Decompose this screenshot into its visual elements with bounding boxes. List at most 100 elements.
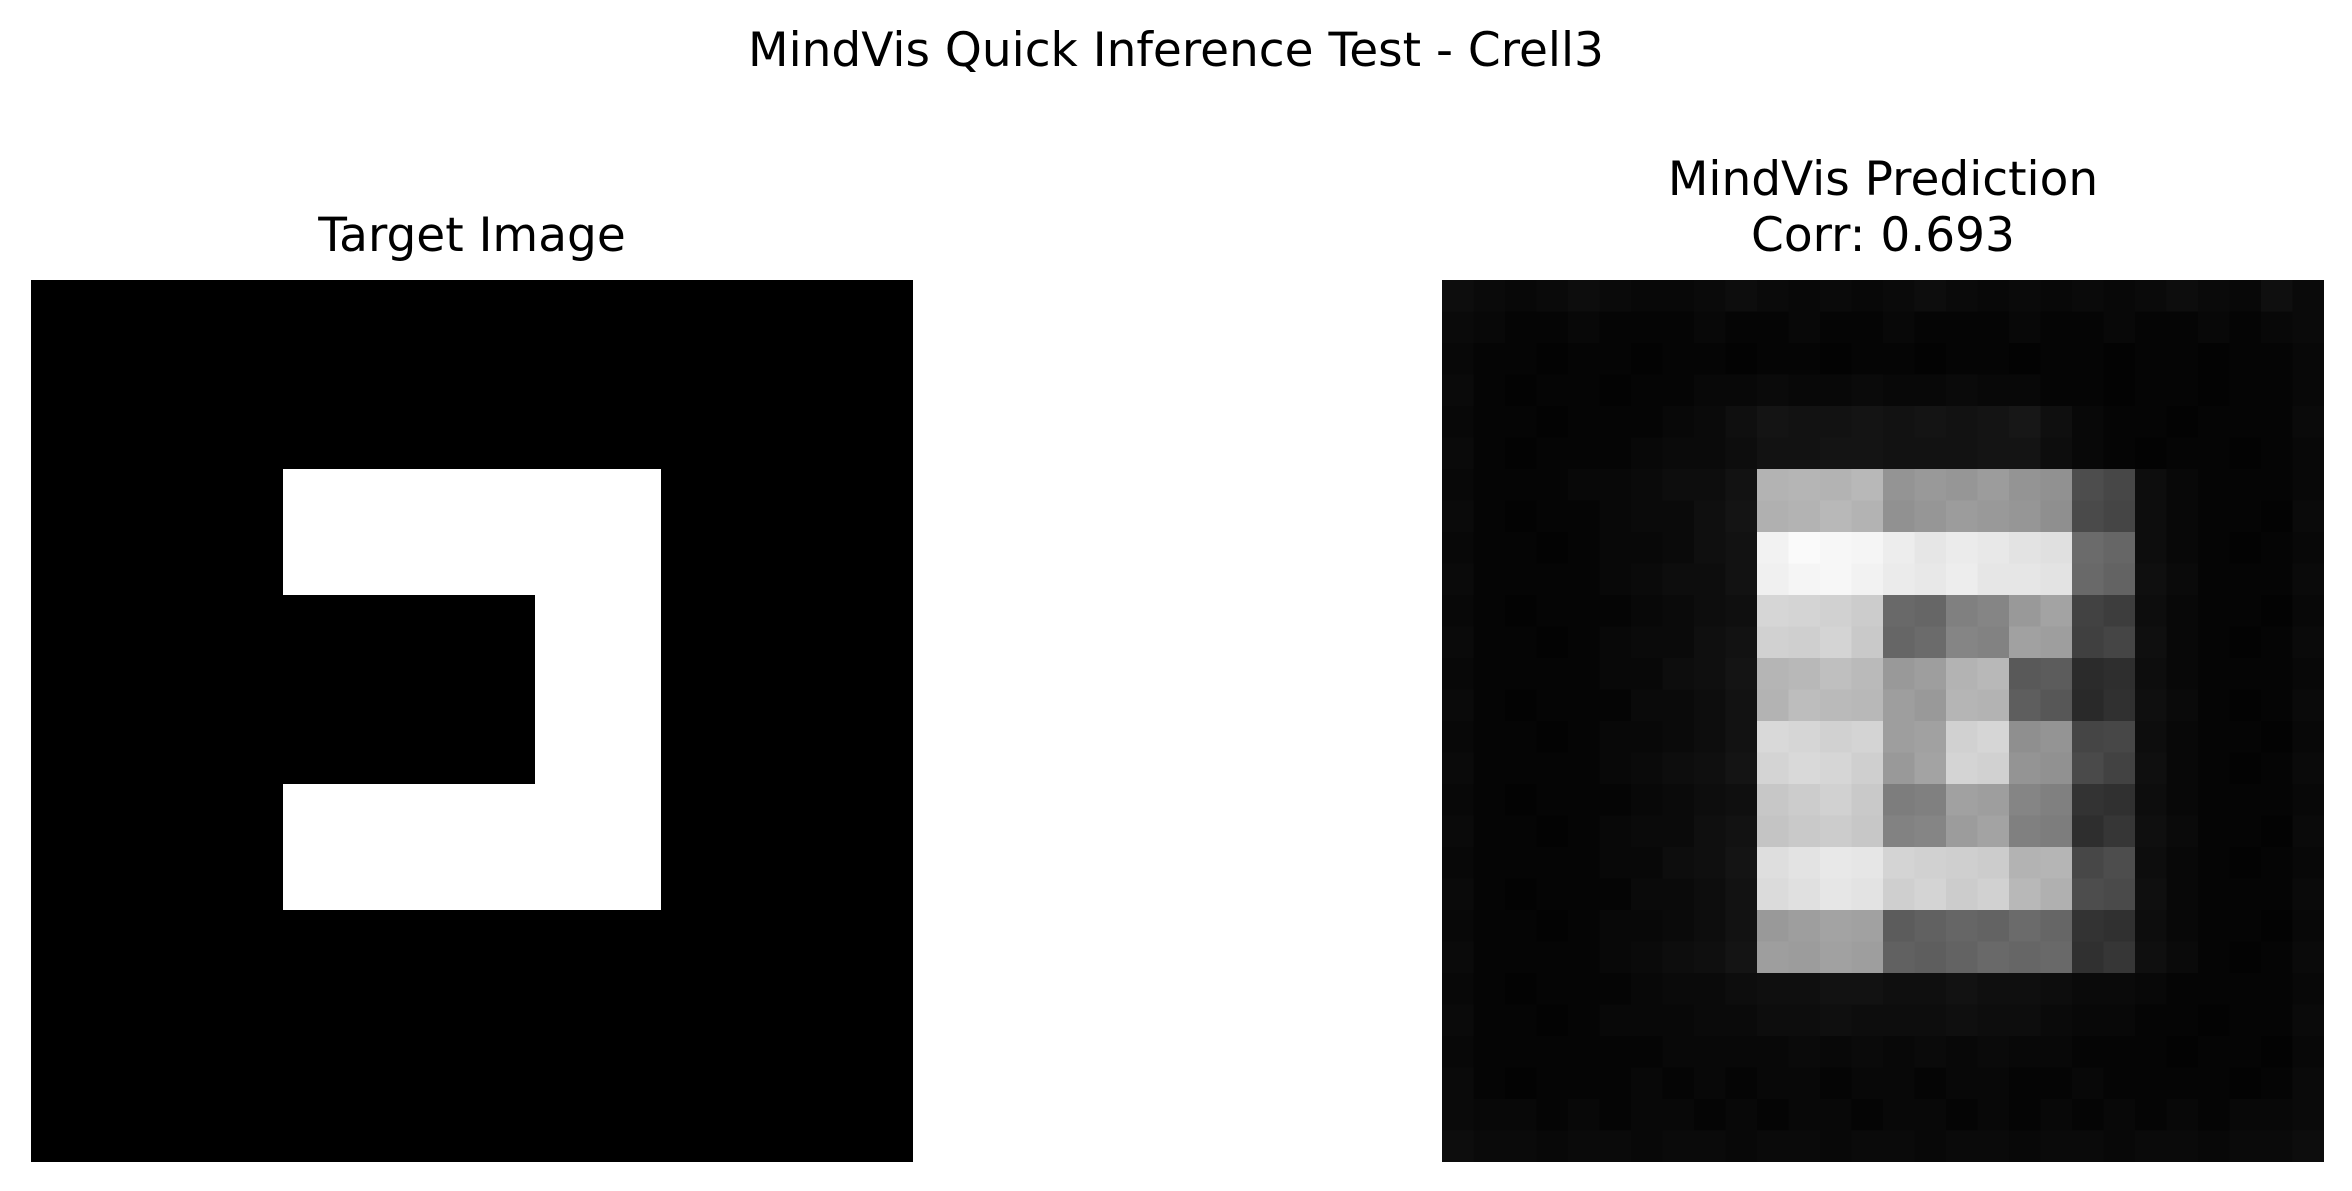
heatmap-cell-1-23-21 <box>2103 1004 2136 1037</box>
heatmap-cell-1-22-7 <box>1662 973 1695 1006</box>
heatmap-cell-1-1-20 <box>2072 311 2105 344</box>
heatmap-cell-0-3-9 <box>598 469 662 533</box>
heatmap-cell-1-21-23 <box>2166 941 2199 974</box>
heatmap-cell-1-2-26 <box>2261 343 2294 376</box>
heatmap-cell-0-11-2 <box>157 973 221 1037</box>
heatmap-cell-1-19-18 <box>2009 878 2042 911</box>
heatmap-cell-0-5-10 <box>661 595 725 659</box>
heatmap-cell-1-24-22 <box>2135 1036 2168 1069</box>
heatmap-cell-1-13-14 <box>1883 689 1916 722</box>
heatmap-cell-1-12-8 <box>1694 658 1727 691</box>
heatmap-cell-1-20-23 <box>2166 910 2199 943</box>
heatmap-cell-1-27-2 <box>1505 1130 1538 1162</box>
heatmap-cell-1-17-6 <box>1631 815 1664 848</box>
heatmap-cell-0-8-11 <box>724 784 788 848</box>
heatmap-cell-1-9-9 <box>1725 563 1758 596</box>
heatmap-cell-0-10-11 <box>724 910 788 974</box>
heatmap-cell-1-12-14 <box>1883 658 1916 691</box>
heatmap-cell-1-15-11 <box>1788 752 1821 785</box>
heatmap-cell-1-6-4 <box>1568 469 1601 502</box>
heatmap-cell-0-4-8 <box>535 532 599 596</box>
heatmap-cell-1-14-12 <box>1820 721 1853 754</box>
heatmap-cell-1-21-2 <box>1505 941 1538 974</box>
heatmap-cell-0-3-3 <box>220 469 284 533</box>
heatmap-cell-0-12-7 <box>472 1036 536 1100</box>
heatmap-cell-0-13-1 <box>94 1099 158 1162</box>
heatmap-cell-1-20-16 <box>1946 910 1979 943</box>
heatmap-cell-1-7-19 <box>2040 500 2073 533</box>
heatmap-cell-1-18-11 <box>1788 847 1821 880</box>
heatmap-cell-1-13-11 <box>1788 689 1821 722</box>
heatmap-cell-1-13-22 <box>2135 689 2168 722</box>
heatmap-cell-1-7-7 <box>1662 500 1695 533</box>
heatmap-cell-1-10-21 <box>2103 595 2136 628</box>
heatmap-cell-0-13-7 <box>472 1099 536 1162</box>
heatmap-cell-1-23-0 <box>1442 1004 1475 1037</box>
heatmap-cell-0-5-9 <box>598 595 662 659</box>
heatmap-cell-1-25-11 <box>1788 1067 1821 1100</box>
heatmap-cell-1-21-17 <box>1977 941 2010 974</box>
heatmap-cell-1-19-13 <box>1851 878 1884 911</box>
heatmap-cell-1-25-23 <box>2166 1067 2199 1100</box>
heatmap-cell-0-4-12 <box>787 532 851 596</box>
heatmap-cell-1-21-27 <box>2292 941 2324 974</box>
heatmap-cell-1-14-16 <box>1946 721 1979 754</box>
heatmap-cell-1-12-19 <box>2040 658 2073 691</box>
heatmap-cell-1-8-16 <box>1946 532 1979 565</box>
heatmap-cell-1-10-26 <box>2261 595 2294 628</box>
heatmap-cell-1-8-15 <box>1914 532 1947 565</box>
heatmap-cell-1-5-20 <box>2072 437 2105 470</box>
heatmap-cell-1-19-11 <box>1788 878 1821 911</box>
heatmap-cell-1-0-23 <box>2166 280 2199 313</box>
heatmap-cell-0-0-6 <box>409 280 473 344</box>
heatmap-cell-1-9-16 <box>1946 563 1979 596</box>
heatmap-cell-0-5-13 <box>850 595 913 659</box>
heatmap-cell-1-9-26 <box>2261 563 2294 596</box>
heatmap-cell-1-0-7 <box>1662 280 1695 313</box>
heatmap-cell-1-5-25 <box>2229 437 2262 470</box>
heatmap-cell-1-0-8 <box>1694 280 1727 313</box>
heatmap-cell-1-8-27 <box>2292 532 2324 565</box>
heatmap-cell-0-0-8 <box>535 280 599 344</box>
heatmap-cell-0-12-3 <box>220 1036 284 1100</box>
heatmap-cell-1-17-17 <box>1977 815 2010 848</box>
heatmap-cell-1-14-8 <box>1694 721 1727 754</box>
heatmap-cell-1-7-5 <box>1599 500 1632 533</box>
heatmap-cell-1-7-4 <box>1568 500 1601 533</box>
heatmap-cell-1-16-20 <box>2072 784 2105 817</box>
heatmap-cell-0-1-3 <box>220 343 284 407</box>
heatmap-cell-1-3-22 <box>2135 374 2168 407</box>
heatmap-cell-1-13-2 <box>1505 689 1538 722</box>
heatmap-cell-0-13-11 <box>724 1099 788 1162</box>
heatmap-cell-0-1-2 <box>157 343 221 407</box>
heatmap-cell-1-20-25 <box>2229 910 2262 943</box>
heatmap-cell-1-12-1 <box>1473 658 1506 691</box>
heatmap-cell-1-13-18 <box>2009 689 2042 722</box>
heatmap-cell-1-14-27 <box>2292 721 2324 754</box>
heatmap-cell-1-17-1 <box>1473 815 1506 848</box>
heatmap-cell-1-16-17 <box>1977 784 2010 817</box>
heatmap-cell-1-17-27 <box>2292 815 2324 848</box>
heatmap-cell-1-23-26 <box>2261 1004 2294 1037</box>
heatmap-cell-1-24-9 <box>1725 1036 1758 1069</box>
heatmap-cell-0-5-2 <box>157 595 221 659</box>
heatmap-cell-1-7-18 <box>2009 500 2042 533</box>
heatmap-cell-0-6-0 <box>31 658 95 722</box>
heatmap-cell-1-3-12 <box>1820 374 1853 407</box>
heatmap-cell-1-17-12 <box>1820 815 1853 848</box>
heatmap-cell-0-7-0 <box>31 721 95 785</box>
heatmap-cell-1-24-0 <box>1442 1036 1475 1069</box>
heatmap-cell-0-2-10 <box>661 406 725 470</box>
heatmap-cell-0-5-6 <box>409 595 473 659</box>
heatmap-cell-1-15-5 <box>1599 752 1632 785</box>
heatmap-cell-1-21-9 <box>1725 941 1758 974</box>
heatmap-cell-1-5-15 <box>1914 437 1947 470</box>
heatmap-cell-1-25-8 <box>1694 1067 1727 1100</box>
heatmap-cell-1-16-12 <box>1820 784 1853 817</box>
heatmap-cell-1-19-5 <box>1599 878 1632 911</box>
heatmap-cell-1-15-22 <box>2135 752 2168 785</box>
heatmap-cell-1-14-26 <box>2261 721 2294 754</box>
heatmap-cell-0-0-0 <box>31 280 95 344</box>
heatmap-cell-1-6-10 <box>1757 469 1790 502</box>
heatmap-cell-1-4-11 <box>1788 406 1821 439</box>
